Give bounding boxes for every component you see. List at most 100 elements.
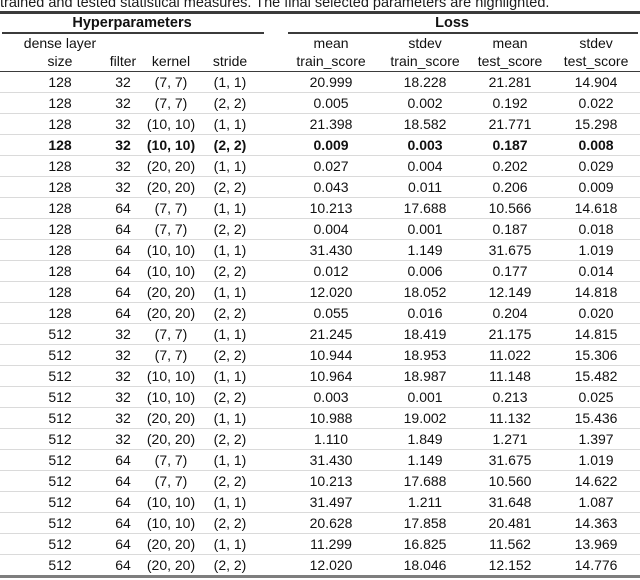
hyperparameters-group-header: Hyperparameters	[0, 14, 264, 32]
loss-group-header: Loss	[264, 14, 640, 32]
table-cell: 32	[100, 344, 146, 366]
table-cell: 31.430	[264, 239, 399, 261]
table-cell: (1, 1)	[196, 533, 265, 555]
table-cell: 10.988	[264, 407, 399, 429]
table-cell: 1.849	[398, 428, 453, 450]
table-cell: (7, 7)	[154, 74, 188, 90]
table-cell: 512	[0, 491, 100, 513]
table-cell: 0.213	[452, 386, 569, 408]
table-cell: 128	[0, 113, 100, 135]
table-cell: 0.016	[398, 302, 453, 324]
table-cell: 128	[0, 218, 100, 240]
table-cell: (2, 2)	[196, 260, 265, 282]
table-cell: 0.025	[568, 386, 640, 408]
table-cell: 512	[0, 470, 100, 492]
table-cell: 17.858	[398, 512, 453, 534]
table-cell: 32	[100, 386, 146, 408]
table-cell: 18.582	[398, 113, 453, 135]
table-row: 512 32 (10, 10) (2, 2) 0.003 0.001 0.213 0.025	[0, 386, 640, 408]
table-cell: 12.020	[264, 554, 399, 577]
table-row: 128 32 (7, 7) (2, 2) 0.005 0.002 0.192 0.022	[0, 92, 640, 114]
table-cell: 128	[0, 281, 100, 303]
group-header-row: Hyperparameters Loss	[0, 14, 640, 32]
table-cell: 512	[0, 407, 100, 429]
table-cell: 14.904	[574, 74, 618, 90]
table-cell: 32	[100, 155, 146, 177]
table-cell: 18.052	[398, 281, 453, 303]
table-cell: 14.815	[568, 323, 640, 345]
table-cell: 17.688	[398, 470, 453, 492]
group-rule-row	[0, 32, 640, 34]
table-cell: 11.132	[452, 407, 569, 429]
table-cell: 18.419	[398, 323, 453, 345]
table-cell: (2, 2)	[196, 344, 265, 366]
table-cell: (1, 1)	[196, 239, 265, 261]
table-cell: 64	[100, 470, 146, 492]
table-cell: 10.566	[452, 197, 569, 219]
table-cell: 18.953	[398, 344, 453, 366]
table-cell: 0.008	[568, 134, 640, 156]
table-cell: 31.675	[452, 449, 569, 471]
table-cell: 0.003	[264, 386, 399, 408]
table-cell: 12.149	[452, 281, 569, 303]
table-cell: (7, 7)	[146, 197, 196, 219]
table-cell: 32	[100, 134, 146, 156]
table-cell: 10.964	[264, 365, 399, 387]
table-cell: 11.562	[452, 533, 569, 555]
table-cell: (20, 20)	[146, 155, 196, 177]
table-cell: (20, 20)	[146, 281, 196, 303]
column-header-kernel: kernel	[146, 34, 196, 72]
table-cell: 14.776	[568, 554, 640, 577]
column-header-stride: stride	[196, 34, 265, 72]
table-row: 512 32 (7, 7) (2, 2) 10.944 18.953 11.022 15.30…	[0, 344, 640, 366]
table-cell: 1.211	[398, 491, 453, 513]
table-cell: 64	[100, 218, 146, 240]
table-cell: (20, 20)	[146, 176, 196, 198]
table-cell: 512	[0, 428, 100, 450]
table-cell: 0.204	[452, 302, 569, 324]
table-cell: 11.022	[452, 344, 569, 366]
table-cell: 0.055	[264, 302, 399, 324]
table-cell: 15.436	[568, 407, 640, 429]
table-cell: (7, 7)	[146, 92, 196, 114]
table-cell: 512	[0, 365, 100, 387]
table-cell: 18.046	[398, 554, 453, 577]
table-cell: 0.192	[452, 92, 569, 114]
table-cell: (1, 1)	[196, 407, 265, 429]
table-row: 128 32 (7, 7) (1, 1) 20.999 18.228 21.281 14.90…	[0, 72, 640, 93]
table-cell: 0.022	[568, 92, 640, 114]
table-cell: (1, 1)	[213, 74, 247, 90]
column-header-train_score: mean train_score	[264, 34, 399, 72]
table-cell: 0.018	[568, 218, 640, 240]
table-cell: 10.213	[264, 470, 399, 492]
table-cell: 128	[48, 74, 72, 90]
table-cell: 0.001	[398, 386, 453, 408]
table-row: 512 32 (10, 10) (1, 1) 10.964 18.987 11.148 15.…	[0, 365, 640, 387]
table-cell: 20.628	[264, 512, 399, 534]
table-row: 128 64 (10, 10) (1, 1) 31.430 1.149 31.675 1.01…	[0, 239, 640, 261]
table-row: 512 32 (7, 7) (1, 1) 21.245 18.419 21.175 14.81…	[0, 323, 640, 345]
table-row: 128 32 (20, 20) (1, 1) 0.027 0.004 0.202 0.029	[0, 155, 640, 177]
table-cell: (10, 10)	[146, 260, 196, 282]
table-cell: 0.206	[452, 176, 569, 198]
table-cell: 31.675	[452, 239, 569, 261]
table-cell: 512	[0, 512, 100, 534]
table-cell: 1.149	[398, 239, 453, 261]
table-row: 128 64 (7, 7) (1, 1) 10.213 17.688 10.566 14.61…	[0, 197, 640, 219]
table-cell: 32	[100, 323, 146, 345]
table-cell: 21.245	[264, 323, 399, 345]
table-cell: 14.363	[568, 512, 640, 534]
table-cell: 128	[0, 260, 100, 282]
table-body: 128 32 (7, 7) (1, 1) 20.999 18.228 21.281 14.90…	[0, 72, 640, 577]
table-cell: 64	[100, 491, 146, 513]
table-cell: (2, 2)	[196, 218, 265, 240]
table-cell: 128	[0, 92, 100, 114]
table-cell: 64	[100, 449, 146, 471]
table-cell: (10, 10)	[146, 239, 196, 261]
table-cell: (2, 2)	[196, 176, 265, 198]
table-cell: (10, 10)	[146, 113, 196, 135]
table-cell: (20, 20)	[146, 428, 196, 450]
table-cell: 64	[100, 302, 146, 324]
table-cell: 0.014	[568, 260, 640, 282]
table-cell: 0.187	[452, 218, 569, 240]
